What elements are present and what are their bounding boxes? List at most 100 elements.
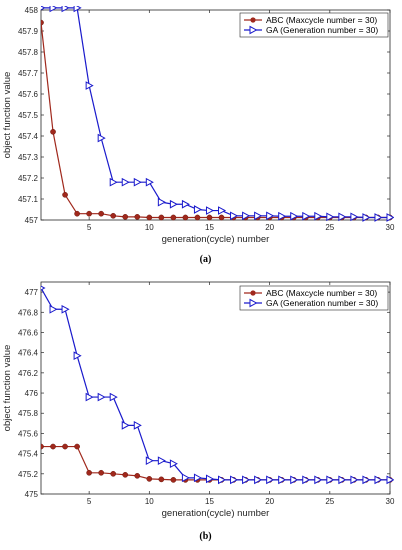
x-tick-label: 25 [325, 223, 334, 232]
y-tick-label: 476 [25, 389, 39, 398]
plot-area [40, 281, 391, 495]
data-point [290, 211, 299, 221]
y-tick-label: 475.4 [18, 450, 39, 459]
y-tick-label: 477 [25, 288, 39, 297]
data-point [230, 475, 239, 485]
data-point [374, 475, 383, 485]
x-tick-label: 5 [87, 223, 92, 232]
data-point [109, 392, 118, 402]
data-point [41, 6, 46, 11]
y-tick-label: 457.4 [18, 132, 39, 141]
legend: ABC (Maxcycle number = 30)GA (Generation… [239, 285, 389, 311]
legend: ABC (Maxcycle number = 30)GA (Generation… [239, 12, 389, 38]
y-tick-label: 457 [25, 216, 39, 225]
legend-label: ABC (Maxcycle number = 30) [266, 288, 377, 298]
data-point [169, 199, 178, 209]
data-point [133, 421, 142, 430]
x-tick-label: 10 [145, 497, 154, 506]
data-point [181, 473, 190, 483]
data-point [326, 475, 335, 485]
data-point [73, 351, 82, 361]
y-tick-label: 476.8 [18, 308, 39, 317]
x-tick-label: 20 [265, 223, 274, 232]
y-tick-label: 457.9 [18, 27, 39, 36]
legend-marker [249, 25, 258, 35]
y-tick-label: 458 [25, 6, 39, 15]
data-point [314, 211, 323, 221]
y-tick-label: 457.1 [18, 195, 39, 204]
data-point [158, 214, 165, 221]
data-point [169, 459, 178, 469]
data-point [86, 210, 92, 217]
panel-label: (a) [200, 254, 212, 265]
x-tick-label: 30 [386, 223, 395, 232]
data-point [110, 470, 117, 477]
data-point [62, 191, 68, 198]
data-point [109, 177, 118, 187]
x-tick-label: 15 [205, 223, 214, 232]
data-point [61, 6, 70, 13]
data-point [266, 475, 275, 485]
y-tick-label: 457.3 [18, 153, 39, 162]
y-tick-label: 457.8 [18, 48, 39, 57]
x-tick-label: 5 [87, 497, 92, 506]
x-tick-label: 25 [325, 497, 334, 506]
data-point [326, 212, 335, 222]
data-point [350, 212, 359, 222]
y-tick-label: 476.2 [18, 369, 39, 378]
y-tick-label: 457.6 [18, 90, 39, 99]
data-point [206, 214, 213, 221]
data-point [302, 211, 311, 221]
data-point [181, 199, 190, 209]
data-point [122, 471, 129, 478]
data-point [362, 475, 371, 485]
data-point [218, 206, 227, 215]
data-point [205, 206, 215, 215]
data-point [386, 475, 394, 485]
y-axis-label: object function value [2, 72, 13, 159]
data-point [97, 392, 106, 402]
plot-area [40, 9, 391, 221]
legend-label: GA (Generation number = 30) [266, 25, 378, 35]
data-point [50, 443, 56, 450]
data-point [61, 304, 70, 314]
legend-box [239, 285, 389, 311]
data-point [157, 456, 166, 466]
data-point [254, 211, 263, 221]
data-point [230, 211, 239, 221]
data-point [49, 6, 58, 13]
data-point [338, 212, 347, 222]
x-tick-label: 20 [265, 497, 274, 506]
series-ga [41, 6, 394, 222]
data-point [133, 177, 142, 187]
x-tick-label: 15 [205, 497, 214, 506]
legend-box [239, 12, 389, 38]
data-point [314, 475, 323, 485]
data-point [290, 475, 299, 485]
data-point [85, 81, 94, 90]
chart-panel-b: 475 475.2 475.4 475.6 475.8 476 476.2 476.4 476.… [2, 281, 395, 542]
data-point [97, 133, 106, 143]
data-point [194, 214, 201, 221]
panel-label: (b) [199, 531, 211, 542]
data-point [146, 476, 153, 482]
data-point [41, 285, 46, 291]
data-point [170, 214, 177, 221]
data-point [74, 443, 80, 450]
data-point [49, 304, 58, 314]
data-point [85, 392, 94, 402]
y-tick-label: 457.7 [18, 69, 39, 78]
legend-marker [249, 298, 258, 308]
series-ga [41, 285, 394, 485]
legend-marker [250, 290, 256, 296]
data-point [73, 6, 82, 13]
data-point [41, 443, 44, 450]
data-point [182, 214, 189, 221]
data-point [218, 214, 225, 221]
y-tick-label: 475.8 [18, 409, 39, 418]
y-axis-label: object function value [2, 345, 13, 432]
data-point [193, 473, 203, 483]
legend-marker [250, 17, 256, 23]
x-tick-label: 10 [145, 223, 154, 232]
x-axis-label: generation(cycle) number [162, 508, 270, 519]
